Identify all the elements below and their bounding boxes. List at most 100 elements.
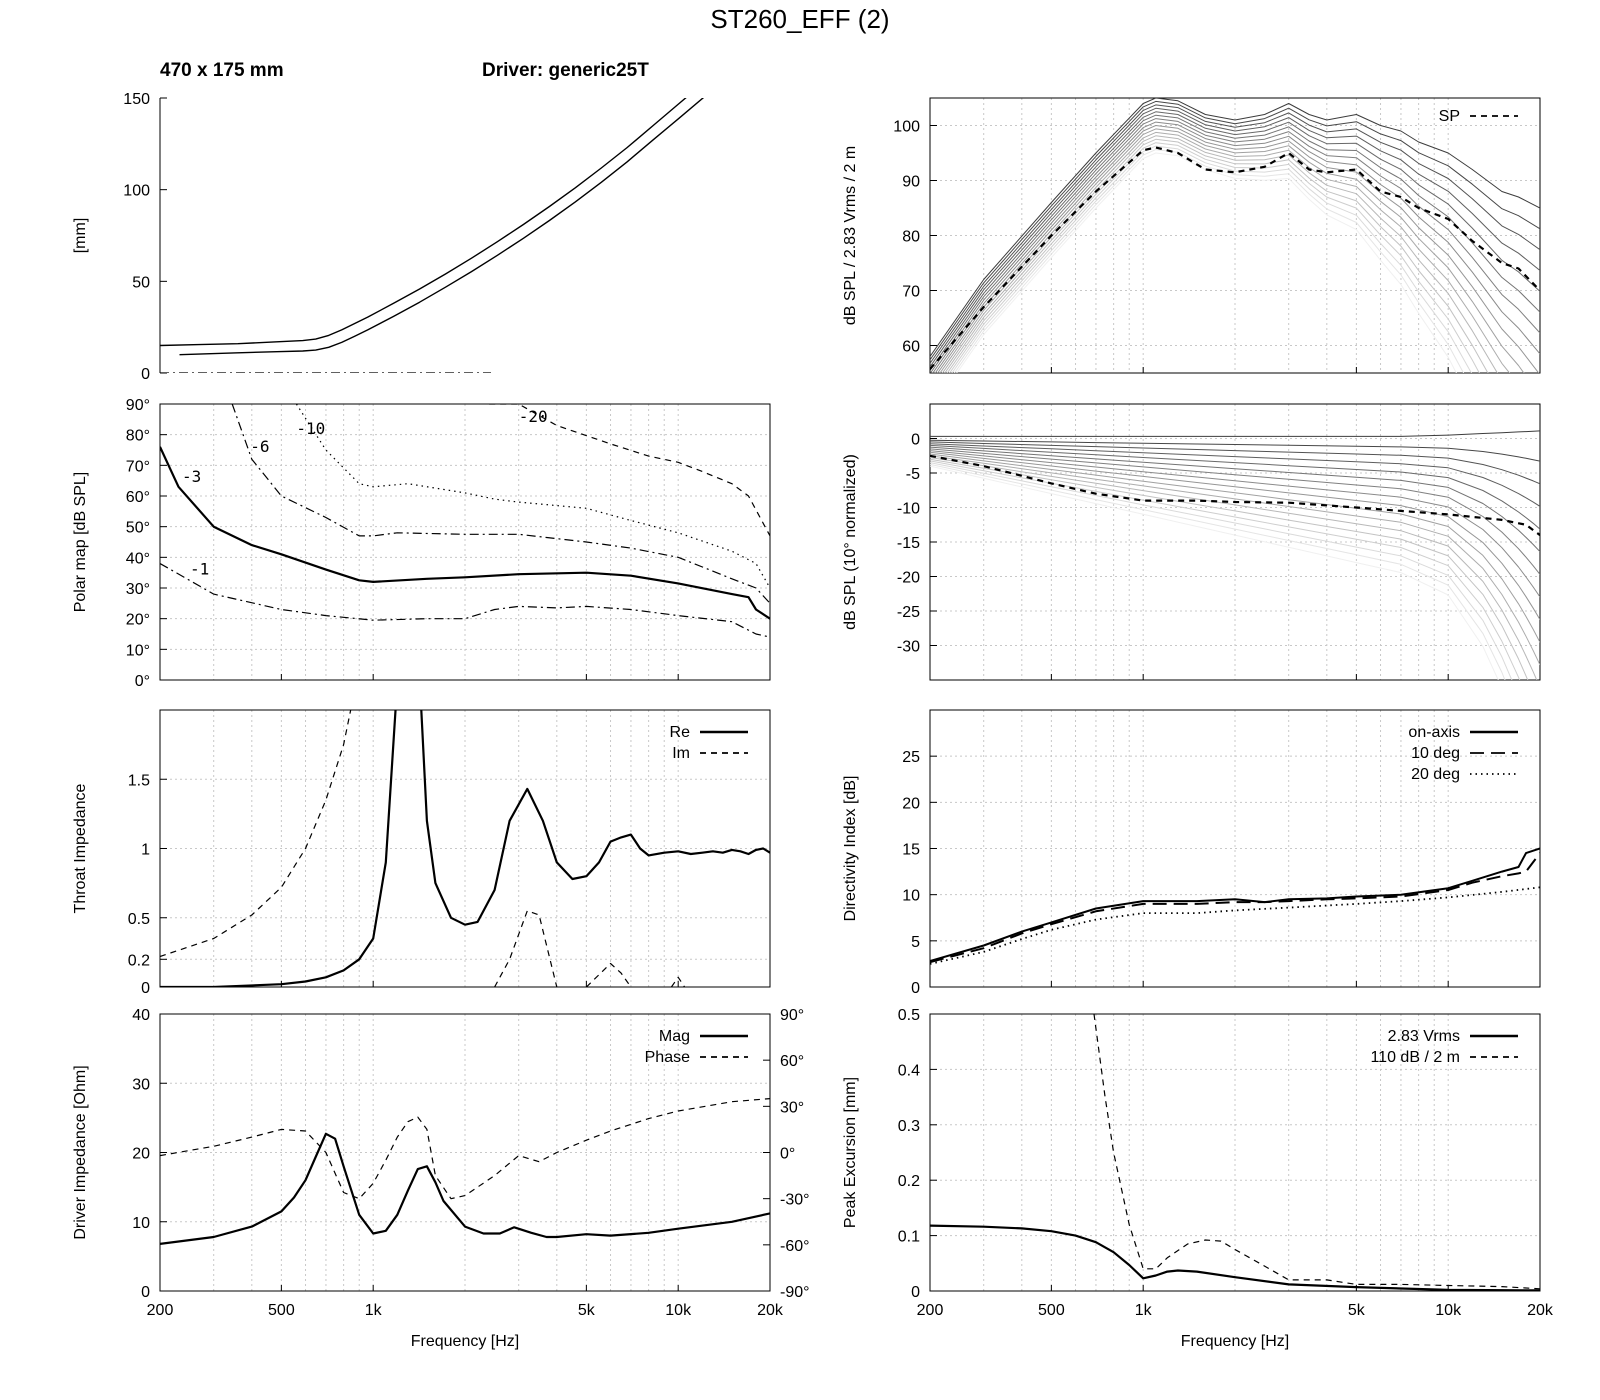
polar-response-line: [932, 118, 1540, 373]
y-tick-label: 80: [902, 229, 920, 246]
y-tick-label: -15: [897, 535, 920, 552]
profile-curve: [179, 98, 705, 356]
di-line: [930, 886, 1540, 965]
y-axis-label: Throat Impedance: [72, 783, 89, 913]
contour-line: [231, 404, 770, 604]
y-tick-label: 90°: [126, 397, 150, 414]
polar-response-line: [953, 149, 1465, 373]
y-tick-label: 20°: [126, 612, 150, 629]
x-tick-label: 1k: [1135, 1302, 1153, 1319]
polar-response-line: [930, 100, 1540, 361]
plot-frame: [929, 1013, 1541, 1292]
contour-line: [160, 562, 770, 638]
legend-label: 10 deg: [1411, 745, 1460, 762]
y-tick-label: 0: [911, 1284, 920, 1301]
panel-throat: 0 0.2 0.5 1 1.5 Throat Impedance Re Im: [72, 709, 771, 997]
y-tick-label: 100: [893, 119, 920, 136]
y-tick-label: 80°: [126, 428, 150, 445]
polar-response-line: [930, 107, 1540, 368]
polar-response-line: [939, 128, 1525, 373]
polar-response-line: [949, 142, 1480, 373]
sp-curve: [930, 146, 1540, 370]
x-tick-label: 20k: [1527, 1302, 1554, 1319]
horn-size-label: 470 x 175 mm: [160, 60, 284, 81]
x-tick-label: 200: [147, 1302, 174, 1319]
y-tick-label: -25: [897, 604, 920, 621]
y-axis-label: Driver Impedance [Ohm]: [72, 1065, 89, 1239]
y-tick-label: 60: [902, 339, 920, 356]
y-tick-label: 0.2: [128, 952, 150, 969]
throat-im-line: [494, 910, 558, 987]
normalized-response-line: [930, 444, 1540, 530]
normalized-response-line: [930, 439, 1540, 462]
y-tick-label: 0.4: [898, 1062, 920, 1079]
y-tick-label: 10°: [126, 642, 150, 659]
contour-line: [160, 446, 770, 620]
normalized-response-line: [930, 465, 1499, 680]
polar-response-line: [930, 111, 1540, 371]
x-tick-label: 10k: [1435, 1302, 1462, 1319]
panel-normalized: 0 -5 -10 -15 -20 -25 -30 dB SPL (10° normalized…: [842, 403, 1541, 681]
legend-label: Phase: [645, 1049, 690, 1066]
x-tick-label: 500: [1038, 1302, 1065, 1319]
normalized-response-line: [930, 462, 1513, 680]
y-tick-label: 0: [141, 980, 150, 997]
y-tick-label: 70°: [126, 458, 150, 475]
x-tick-label: 10k: [665, 1302, 692, 1319]
legend-label: Mag: [659, 1028, 690, 1045]
panel-polar: 0° 10° 20° 30° 40° 50° 60° 70° 80° 90° Polar map […: [72, 397, 771, 690]
y-tick-label: 0°: [135, 673, 150, 690]
y-axis-label: dB SPL / 2.83 Vrms / 2 m: [842, 146, 859, 325]
y-tick-label: 0.5: [128, 911, 150, 928]
throat-im-line: [670, 976, 686, 987]
contour-label: -20: [519, 407, 548, 426]
y2-tick-label: 60°: [780, 1053, 804, 1070]
normalized-response-line: [930, 443, 1540, 507]
y-tick-label: 0.3: [898, 1118, 920, 1135]
y-tick-label: 1: [141, 842, 150, 859]
contour-label: -6: [250, 437, 269, 456]
y-tick-label: 10: [902, 888, 920, 905]
y-tick-label: -10: [897, 501, 920, 518]
di-line: [930, 847, 1540, 963]
y2-tick-label: 0°: [780, 1146, 795, 1163]
normalized-response-line: [930, 455, 1540, 666]
figure-title: ST260_EFF (2): [710, 4, 889, 34]
polar-response-line: [934, 121, 1540, 373]
contour-line: [489, 404, 770, 537]
legend-label: 20 deg: [1411, 766, 1460, 783]
y-tick-label: 70: [902, 284, 920, 301]
y2-tick-label: 90°: [780, 1007, 804, 1024]
x-tick-label: 5k: [1348, 1302, 1366, 1319]
y-tick-label: 5: [911, 934, 920, 951]
excursion-line: [930, 1224, 1540, 1291]
polar-response-line: [944, 135, 1498, 373]
y-tick-label: -5: [906, 466, 920, 483]
y-axis-label: Polar map [dB SPL]: [72, 472, 89, 613]
y-tick-label: 40: [132, 1007, 150, 1024]
x-tick-label: 20k: [757, 1302, 784, 1319]
driver-phase-line: [160, 1098, 770, 1200]
panel-driver_z: 0 10 20 30 40 Driver Impedance [Ohm] -90° -60° -…: [72, 1007, 810, 1350]
y-tick-label: 40°: [126, 550, 150, 567]
plot-frame: [159, 403, 771, 681]
x-axis-label: Frequency [Hz]: [1181, 1333, 1289, 1350]
excursion-line: [1093, 1014, 1540, 1290]
y-tick-label: 100: [123, 183, 150, 200]
panel-profile: 0 50 100 150 [mm] 470 x 175 mm Driver: generic…: [72, 60, 705, 383]
normalized-response-line: [930, 430, 1540, 437]
legend-label: Re: [670, 724, 691, 741]
panel-di: 0 5 10 15 20 25 Directivity Index [dB] on-axis 1…: [842, 709, 1541, 997]
y-tick-label: 30°: [126, 581, 150, 598]
y-tick-label: 1.5: [128, 772, 150, 789]
normalized-response-line: [930, 457, 1538, 680]
y-axis-label: dB SPL (10° normalized): [842, 454, 859, 630]
y-tick-label: 15: [902, 842, 920, 859]
y-tick-label: 50: [132, 274, 150, 291]
y-tick-label: 0: [141, 1284, 150, 1301]
normalized-response-line: [930, 463, 1506, 680]
profile-curve: [160, 98, 687, 347]
legend-label: SP: [1439, 108, 1460, 125]
